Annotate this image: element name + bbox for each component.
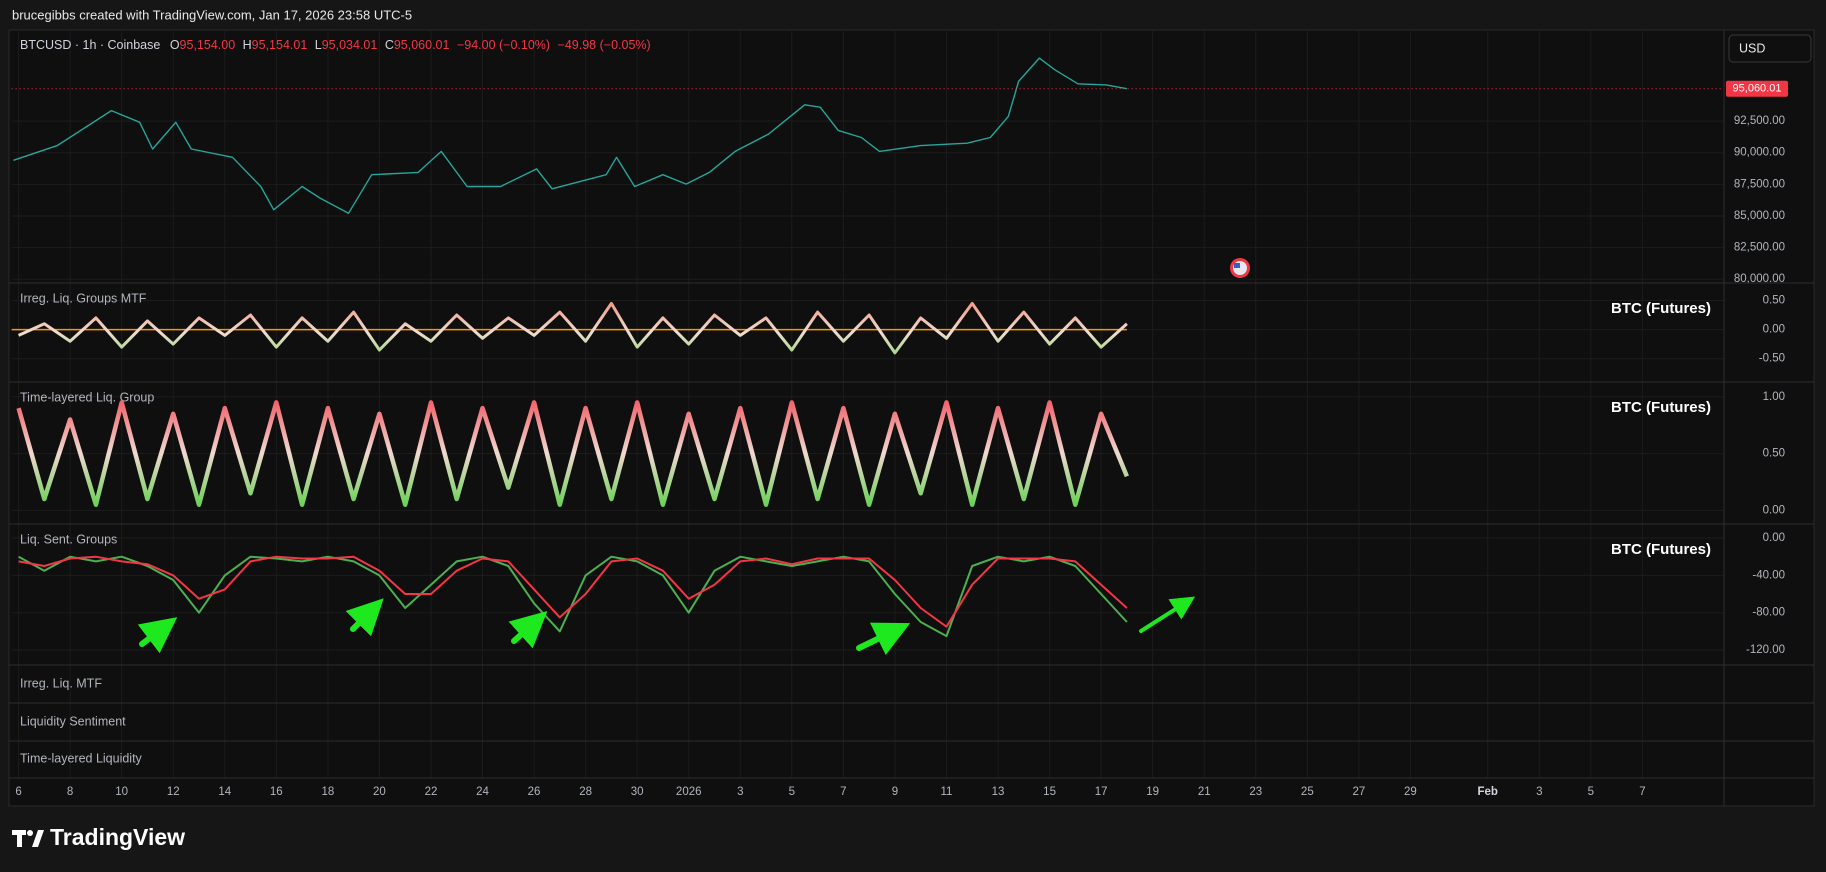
series-line xyxy=(18,555,1128,638)
x-tick-label: 10 xyxy=(115,786,128,798)
pane-title: Time-layered Liquidity xyxy=(20,751,143,765)
last-price-box xyxy=(1726,80,1788,97)
x-tick-label: 19 xyxy=(1146,786,1159,798)
footer-logo: TradingView xyxy=(50,824,185,850)
change: −94.00 (−0.10%) xyxy=(457,38,550,52)
x-tick-label: 25 xyxy=(1301,786,1314,798)
open-label: O xyxy=(170,38,180,52)
close: 95,060.01 xyxy=(394,38,450,52)
pane-title: Irreg. Liq. MTF xyxy=(20,676,102,690)
x-tick-label: 9 xyxy=(892,786,898,798)
annotation-arrows xyxy=(137,596,1196,656)
x-tick-label: 27 xyxy=(1352,786,1365,798)
currency-label[interactable]: USD xyxy=(1739,41,1765,55)
last-price-label: 95,060.01 xyxy=(1733,83,1782,95)
y-tick-label: 85,000.00 xyxy=(1734,210,1785,222)
pane-title: Liq. Sent. Groups xyxy=(20,532,117,546)
x-tick-label: 16 xyxy=(270,786,283,798)
x-tick-label: 30 xyxy=(631,786,644,798)
pane-title: Liquidity Sentiment xyxy=(20,714,126,728)
open: 95,154.00 xyxy=(180,38,236,52)
x-tick-label: 29 xyxy=(1404,786,1417,798)
x-tick-label: 5 xyxy=(1588,786,1594,798)
close-label: C xyxy=(385,38,394,52)
x-tick-label: 28 xyxy=(579,786,592,798)
series-line xyxy=(18,555,1128,628)
chart-frame xyxy=(8,29,1815,807)
x-tick-label: 17 xyxy=(1095,786,1108,798)
y-tick-label: 0.50 xyxy=(1763,448,1785,460)
x-tick-label: 2026 xyxy=(676,786,702,798)
y-tick-label: -0.50 xyxy=(1759,353,1785,365)
x-tick-label: 3 xyxy=(737,786,743,798)
x-tick-label: 15 xyxy=(1043,786,1056,798)
y-tick-label: 0.00 xyxy=(1763,532,1785,544)
plot-layer: 6 8 10 12 14 16 18 20 22 24 26 28 30 2026 3 5 7 9 11 13 15 17… xyxy=(11,30,1788,798)
series-line xyxy=(13,57,1128,214)
x-tick-label: 14 xyxy=(218,786,231,798)
x-tick-label: 11 xyxy=(940,786,952,798)
change-extended: −49.98 (−0.05%) xyxy=(558,38,651,52)
x-tick-label: 23 xyxy=(1249,786,1262,798)
pane-label: BTC (Futures) xyxy=(1611,541,1711,558)
y-tick-label: 1.00 xyxy=(1763,391,1785,403)
y-tick-label: 92,500.00 xyxy=(1734,115,1785,127)
pane-label: BTC (Futures) xyxy=(1611,300,1711,317)
y-tick-label: 0.00 xyxy=(1763,504,1785,516)
x-tick-label: 21 xyxy=(1198,786,1211,798)
x-tick-label: 24 xyxy=(476,786,489,798)
y-tick-label: -120.00 xyxy=(1746,644,1785,656)
y-tick-label: 90,000.00 xyxy=(1734,147,1785,159)
x-tick-label: 3 xyxy=(1536,786,1542,798)
x-tick-label: 6 xyxy=(15,786,21,798)
high-label: H xyxy=(243,38,252,52)
x-tick-label: 13 xyxy=(992,786,1005,798)
pane-label: BTC (Futures) xyxy=(1611,399,1711,416)
y-tick-label: 82,500.00 xyxy=(1734,242,1785,254)
symbol: BTCUSD · 1h · Coinbase xyxy=(20,38,160,52)
x-tick-label: 8 xyxy=(67,786,73,798)
y-tick-label: -80.00 xyxy=(1752,607,1785,619)
y-tick-label: -40.00 xyxy=(1752,569,1785,581)
event-flag[interactable] xyxy=(1230,258,1250,278)
x-tick-label: 7 xyxy=(1639,786,1645,798)
y-tick-label: 80,000.00 xyxy=(1734,273,1785,285)
series-line xyxy=(17,301,1128,355)
x-tick-label: 26 xyxy=(528,786,541,798)
x-tick-label: Feb xyxy=(1478,786,1498,798)
pane-title: Time-layered Liq. Group xyxy=(20,390,154,404)
high: 95,154.01 xyxy=(252,38,308,52)
pane-title: Irreg. Liq. Groups MTF xyxy=(20,291,147,305)
x-tick-label: 7 xyxy=(840,786,846,798)
x-tick-label: 12 xyxy=(167,786,180,798)
y-tick-label: 87,500.00 xyxy=(1734,178,1785,190)
series-line xyxy=(16,400,1129,507)
x-tick-label: 5 xyxy=(789,786,795,798)
header-text: brucegibbs created with TradingView.com,… xyxy=(12,7,412,22)
low: 95,034.01 xyxy=(322,38,378,52)
symbol-legend: BTCUSD · 1h · Coinbase O95,154.00 H95,15… xyxy=(20,38,651,52)
currency-button[interactable] xyxy=(1728,34,1812,63)
pane-separators xyxy=(9,30,1814,806)
y-tick-label: 0.00 xyxy=(1763,324,1785,336)
y-tick-label: 0.50 xyxy=(1763,295,1785,307)
low-label: L xyxy=(315,38,322,52)
x-tick-label: 18 xyxy=(321,786,334,798)
footer-logo-mark xyxy=(12,830,44,847)
x-tick-label: 20 xyxy=(373,786,386,798)
x-tick-label: 22 xyxy=(425,786,438,798)
